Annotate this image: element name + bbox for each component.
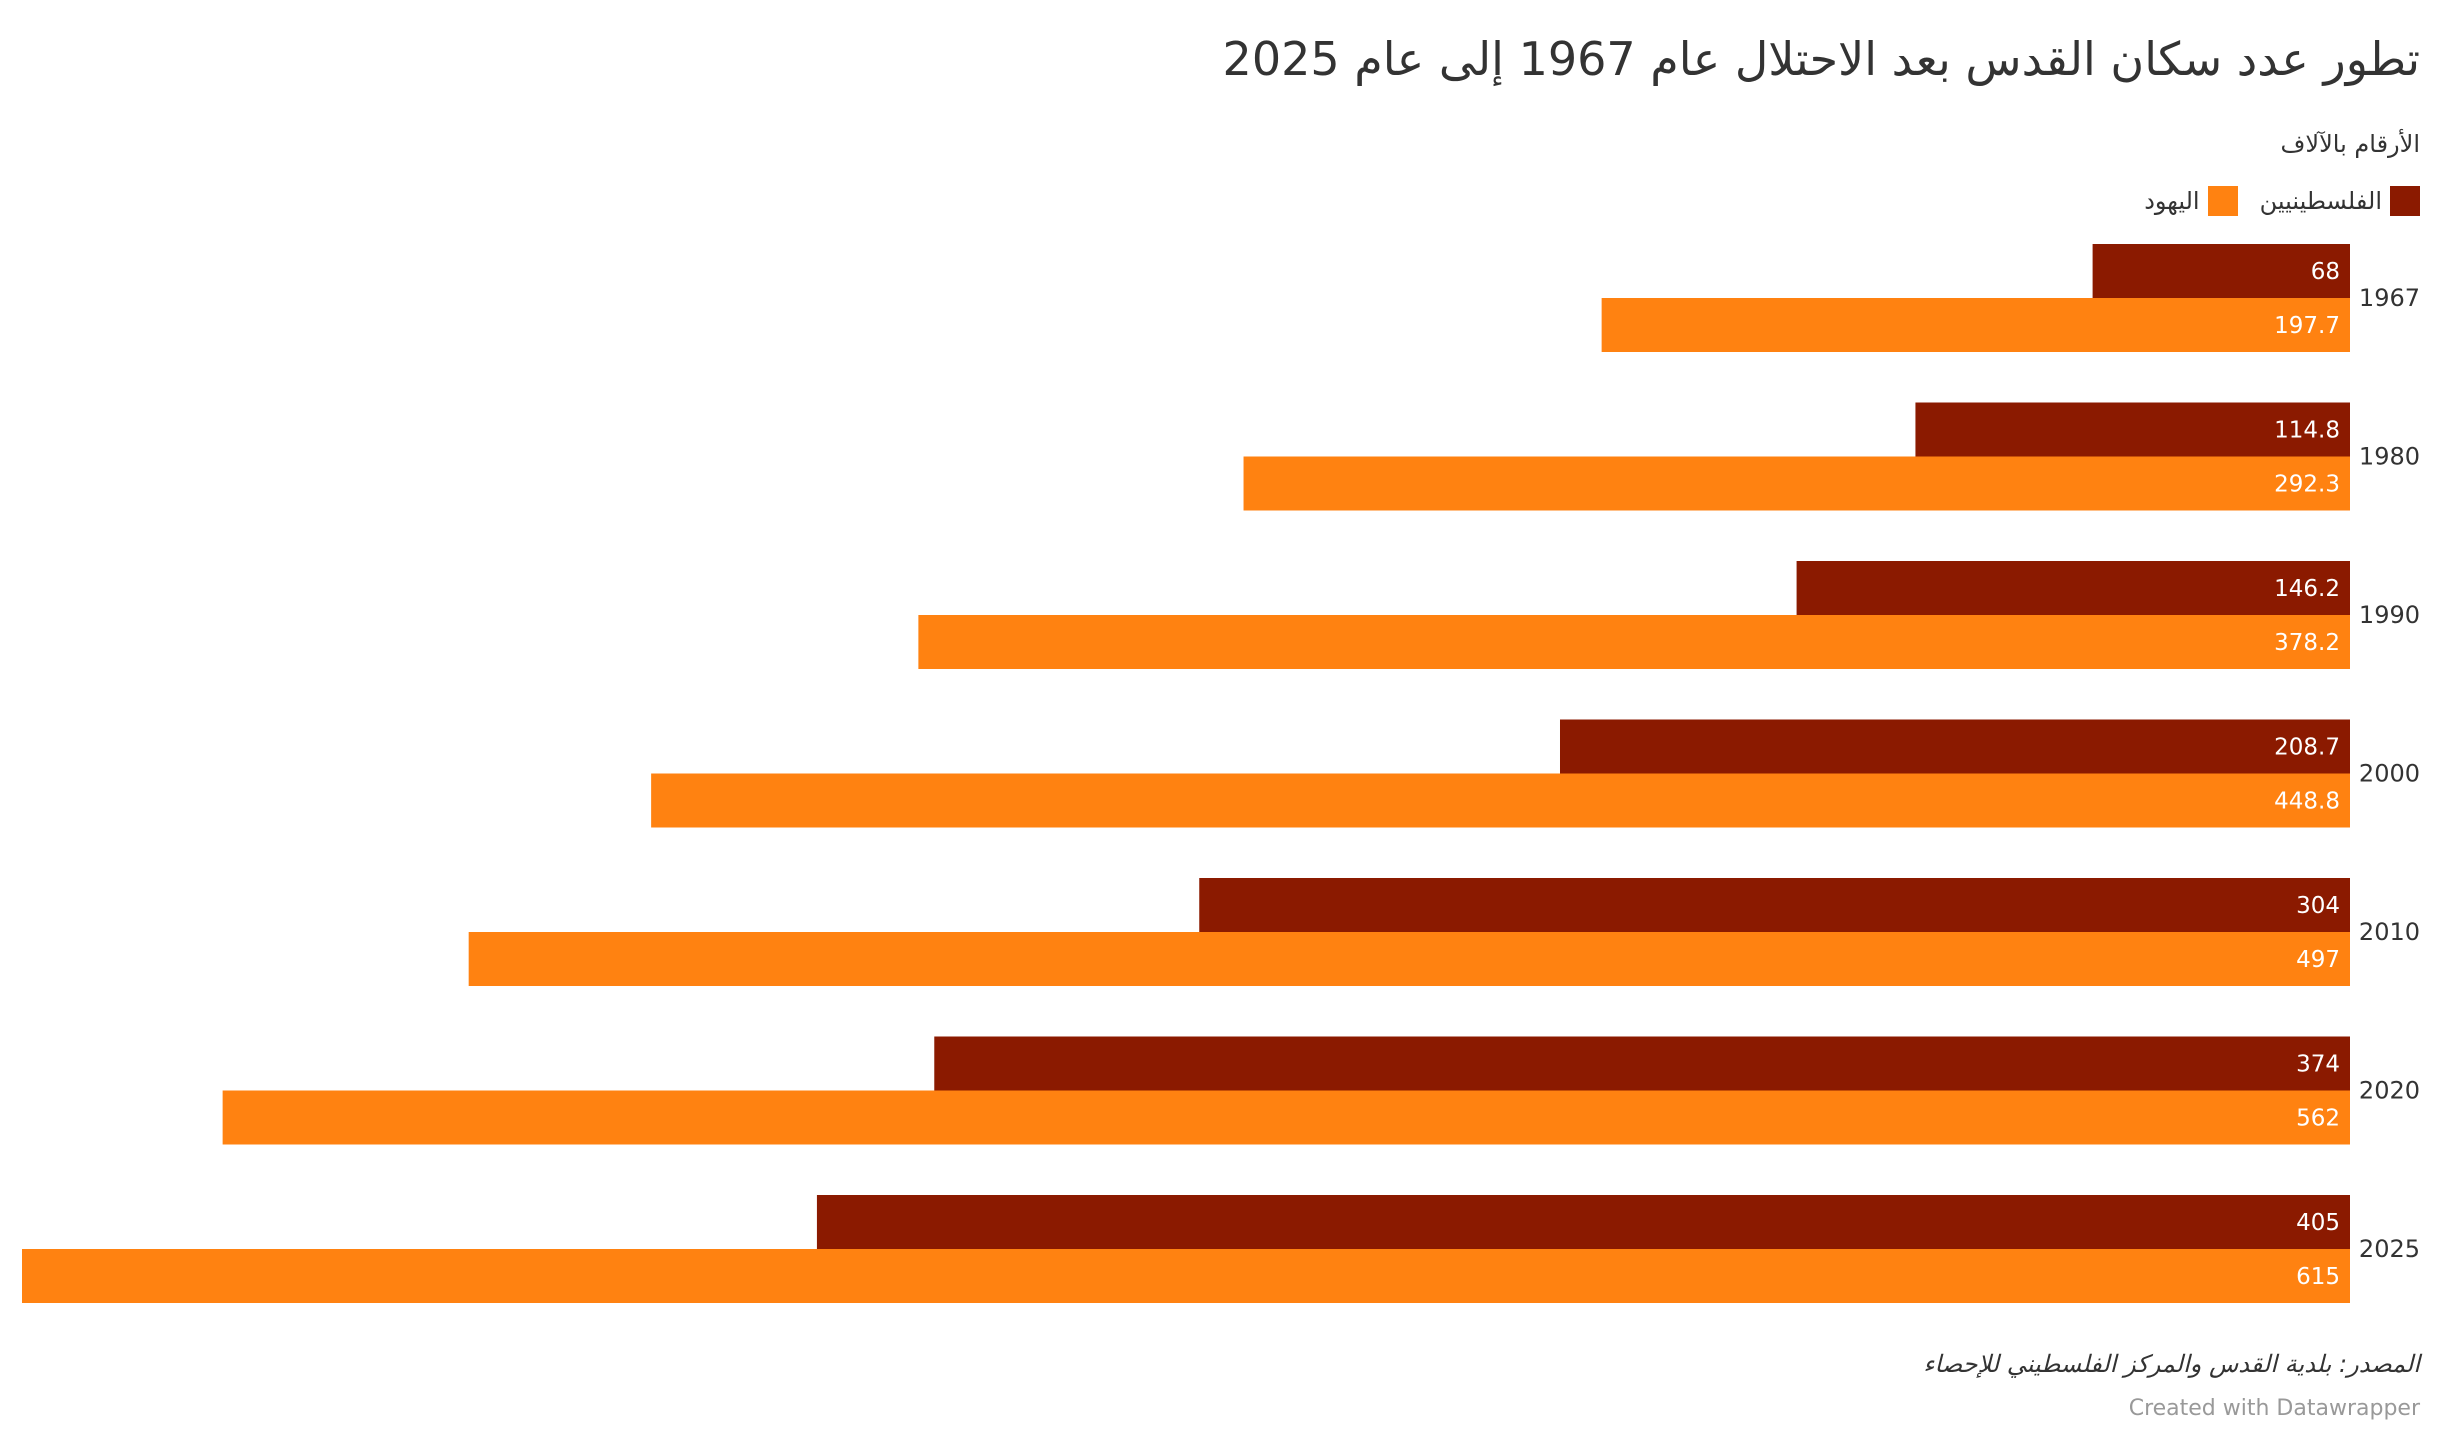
source-note: المصدر: بلدية القدس والمركز الفلسطيني لل… xyxy=(1923,1350,2420,1378)
value-label-jews-2010: 497 xyxy=(2296,947,2340,973)
bar-jews-1980 xyxy=(1243,456,2350,511)
category-label-1990: 1990 xyxy=(2359,601,2420,629)
legend-item-palestinians: الفلسطينيين xyxy=(2260,186,2420,216)
legend-label-palestinians: الفلسطينيين xyxy=(2259,187,2382,215)
value-label-jews-2000: 448.8 xyxy=(2274,789,2340,815)
value-label-jews-2020: 562 xyxy=(2296,1106,2340,1132)
category-label-1967: 1967 xyxy=(2359,284,2420,312)
credit: Created with Datawrapper xyxy=(2128,1396,2420,1421)
category-label-1980: 1980 xyxy=(2359,443,2420,471)
legend-swatch-jews xyxy=(2207,186,2238,216)
value-label-jews-1967: 197.7 xyxy=(2274,313,2340,339)
bar-jews-1990 xyxy=(918,615,2350,669)
category-label-2025: 2025 xyxy=(2359,1235,2420,1263)
bar-jews-2010 xyxy=(468,932,2351,986)
bar-palestinians-2025 xyxy=(816,1195,2351,1249)
bar-jews-2025 xyxy=(22,1249,2350,1303)
value-label-jews-1990: 378.2 xyxy=(2274,630,2340,656)
chart-title: تطور عدد سكان القدس بعد الاحتلال عام 196… xyxy=(1222,32,2420,86)
value-label-palestinians-1990: 146.2 xyxy=(2274,576,2340,602)
bar-palestinians-1990 xyxy=(1796,561,2350,615)
bar-jews-1967 xyxy=(1601,298,2350,352)
value-label-palestinians-2020: 374 xyxy=(2296,1052,2340,1078)
value-label-palestinians-1967: 68 xyxy=(2311,259,2340,285)
legend-label-jews: اليهود xyxy=(2144,187,2200,215)
bar-palestinians-2020 xyxy=(934,1036,2350,1091)
value-label-palestinians-2000: 208.7 xyxy=(2274,735,2340,761)
value-label-palestinians-1980: 114.8 xyxy=(2274,418,2340,444)
value-label-jews-2025: 615 xyxy=(2296,1264,2340,1290)
legend-swatch-palestinians xyxy=(2390,186,2420,216)
category-label-2010: 2010 xyxy=(2359,918,2420,946)
value-label-jews-1980: 292.3 xyxy=(2274,472,2340,498)
legend-item-jews: اليهود xyxy=(2144,186,2238,216)
category-label-2020: 2020 xyxy=(2359,1077,2420,1105)
legend: الفلسطينيين اليهود xyxy=(2144,186,2420,216)
bar-chart: 68 197.7 1967 114.8 292.3 1980 146.2 378.2 1990 2… xyxy=(22,244,2420,1303)
bar-jews-2000 xyxy=(651,773,2350,828)
value-label-palestinians-2025: 405 xyxy=(2296,1210,2340,1236)
bar-palestinians-1980 xyxy=(1915,402,2350,457)
category-label-2000: 2000 xyxy=(2359,760,2420,788)
bar-palestinians-1967 xyxy=(2092,244,2350,298)
value-label-palestinians-2010: 304 xyxy=(2296,893,2340,919)
bar-palestinians-2010 xyxy=(1199,878,2350,932)
bar-palestinians-2000 xyxy=(1559,719,2350,774)
chart-subtitle: الأرقام بالآلاف xyxy=(2280,130,2420,158)
bar-jews-2020 xyxy=(222,1090,2350,1145)
